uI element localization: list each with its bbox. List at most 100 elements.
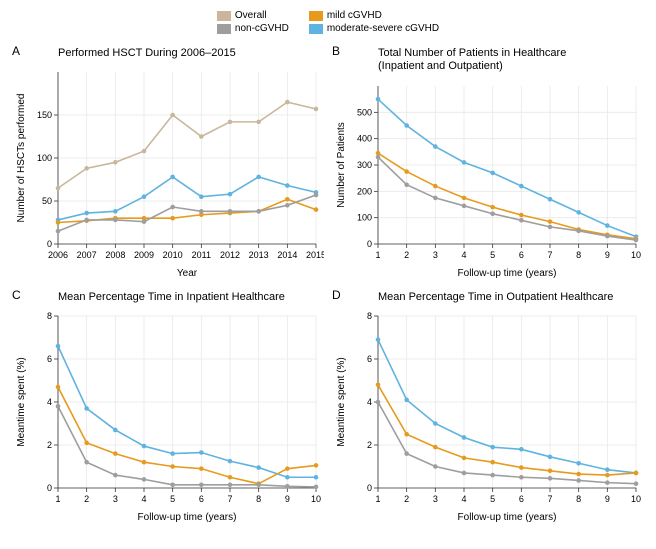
- svg-text:5: 5: [170, 494, 175, 504]
- svg-text:4: 4: [141, 494, 146, 504]
- legend-swatch-mild: [309, 11, 323, 21]
- svg-text:3: 3: [433, 250, 438, 260]
- svg-text:9: 9: [605, 250, 610, 260]
- legend-item-non: non-cGVHD: [217, 23, 289, 34]
- legend-col-2: mild cGVHD moderate-severe cGVHD: [309, 10, 439, 34]
- svg-text:2: 2: [404, 494, 409, 504]
- legend-swatch-non: [217, 24, 231, 34]
- svg-text:200: 200: [357, 186, 372, 196]
- legend-item-mild: mild cGVHD: [309, 10, 439, 21]
- svg-text:Number of HSCTs performed: Number of HSCTs performed: [16, 94, 27, 223]
- panel-a: A Performed HSCT During 2006–2015 0 50 100 1…: [10, 42, 326, 282]
- svg-text:Number of Patients: Number of Patients: [336, 122, 347, 208]
- svg-text:2009: 2009: [134, 250, 154, 260]
- panel-c-svg: Mean Percentage Time in Inpatient Health…: [10, 286, 324, 526]
- svg-text:2011: 2011: [192, 250, 211, 260]
- svg-text:7: 7: [547, 250, 552, 260]
- svg-text:Follow-up time (years): Follow-up time (years): [458, 268, 557, 279]
- svg-text:2006: 2006: [48, 250, 68, 260]
- svg-text:0: 0: [47, 239, 52, 249]
- svg-text:4: 4: [47, 397, 52, 407]
- svg-text:8: 8: [256, 494, 261, 504]
- svg-text:2010: 2010: [163, 250, 183, 260]
- svg-text:Mean Percentage Time in Inpati: Mean Percentage Time in Inpatient Health…: [58, 291, 285, 303]
- panel-b-letter: B: [332, 44, 340, 58]
- panel-b: B Total Number of Patients in Healthcare…: [330, 42, 646, 282]
- svg-text:5: 5: [490, 250, 495, 260]
- svg-text:6: 6: [47, 354, 52, 364]
- svg-text:Year: Year: [177, 268, 198, 279]
- legend-item-modsev: moderate-severe cGVHD: [309, 23, 439, 34]
- svg-text:100: 100: [357, 213, 372, 223]
- svg-text:2012: 2012: [220, 250, 240, 260]
- svg-text:Follow-up time (years): Follow-up time (years): [138, 512, 237, 523]
- legend: Overall non-cGVHD mild cGVHD moderate-se…: [10, 10, 646, 34]
- svg-text:4: 4: [461, 494, 466, 504]
- svg-text:100: 100: [37, 153, 52, 163]
- svg-text:1: 1: [55, 494, 60, 504]
- svg-text:1: 1: [375, 250, 380, 260]
- svg-text:1: 1: [375, 494, 380, 504]
- legend-col-1: Overall non-cGVHD: [217, 10, 289, 34]
- svg-text:2007: 2007: [77, 250, 97, 260]
- svg-text:0: 0: [367, 483, 372, 493]
- svg-text:10: 10: [631, 494, 641, 504]
- svg-text:9: 9: [285, 494, 290, 504]
- panel-d-letter: D: [332, 288, 341, 302]
- svg-text:2: 2: [367, 440, 372, 450]
- svg-text:8: 8: [576, 494, 581, 504]
- svg-text:Follow-up time (years): Follow-up time (years): [458, 512, 557, 523]
- svg-text:9: 9: [605, 494, 610, 504]
- svg-text:500: 500: [357, 107, 372, 117]
- panel-a-letter: A: [12, 44, 20, 58]
- svg-text:300: 300: [357, 160, 372, 170]
- svg-text:Meantime spent (%): Meantime spent (%): [336, 357, 347, 446]
- legend-label-non: non-cGVHD: [235, 23, 289, 34]
- svg-text:8: 8: [47, 311, 52, 321]
- svg-text:(Inpatient and Outpatient): (Inpatient and Outpatient): [378, 60, 503, 72]
- svg-text:Mean Percentage Time in Outpat: Mean Percentage Time in Outpatient Healt…: [378, 291, 613, 303]
- svg-text:Total Number of Patients in He: Total Number of Patients in Healthcare: [378, 47, 566, 59]
- panel-b-svg: Total Number of Patients in Healthcare(I…: [330, 42, 644, 282]
- panel-d-svg: Mean Percentage Time in Outpatient Healt…: [330, 286, 644, 526]
- svg-text:6: 6: [519, 494, 524, 504]
- legend-label-mild: mild cGVHD: [327, 10, 382, 21]
- svg-text:Meantime spent (%): Meantime spent (%): [16, 357, 27, 446]
- svg-text:3: 3: [113, 494, 118, 504]
- svg-text:5: 5: [490, 494, 495, 504]
- svg-text:150: 150: [37, 110, 52, 120]
- legend-item-overall: Overall: [217, 10, 289, 21]
- svg-text:6: 6: [199, 494, 204, 504]
- svg-text:6: 6: [367, 354, 372, 364]
- svg-text:4: 4: [367, 397, 372, 407]
- svg-text:4: 4: [461, 250, 466, 260]
- svg-text:2: 2: [84, 494, 89, 504]
- panel-c-letter: C: [12, 288, 21, 302]
- svg-text:50: 50: [42, 196, 52, 206]
- svg-text:2015: 2015: [306, 250, 324, 260]
- svg-text:2014: 2014: [277, 250, 297, 260]
- svg-text:2008: 2008: [105, 250, 125, 260]
- panel-c: C Mean Percentage Time in Inpatient Heal…: [10, 286, 326, 526]
- legend-label-overall: Overall: [235, 10, 267, 21]
- svg-text:3: 3: [433, 494, 438, 504]
- svg-text:8: 8: [576, 250, 581, 260]
- legend-label-modsev: moderate-severe cGVHD: [327, 23, 439, 34]
- chart-grid: A Performed HSCT During 2006–20150501001…: [10, 42, 646, 526]
- svg-text:2013: 2013: [249, 250, 269, 260]
- svg-text:6: 6: [519, 250, 524, 260]
- svg-text:2: 2: [404, 250, 409, 260]
- svg-text:10: 10: [311, 494, 321, 504]
- legend-swatch-modsev: [309, 24, 323, 34]
- svg-text:0: 0: [367, 239, 372, 249]
- svg-text:7: 7: [227, 494, 232, 504]
- panel-d: D Mean Percentage Time in Outpatient Hea…: [330, 286, 646, 526]
- svg-text:10: 10: [631, 250, 641, 260]
- svg-text:0: 0: [47, 483, 52, 493]
- svg-text:8: 8: [367, 311, 372, 321]
- svg-text:Performed HSCT During 2006–201: Performed HSCT During 2006–2015: [58, 47, 236, 59]
- svg-text:400: 400: [357, 134, 372, 144]
- svg-text:2: 2: [47, 440, 52, 450]
- legend-swatch-overall: [217, 11, 231, 21]
- panel-a-svg: Performed HSCT During 2006–2015 0 50 100 150…: [10, 42, 324, 282]
